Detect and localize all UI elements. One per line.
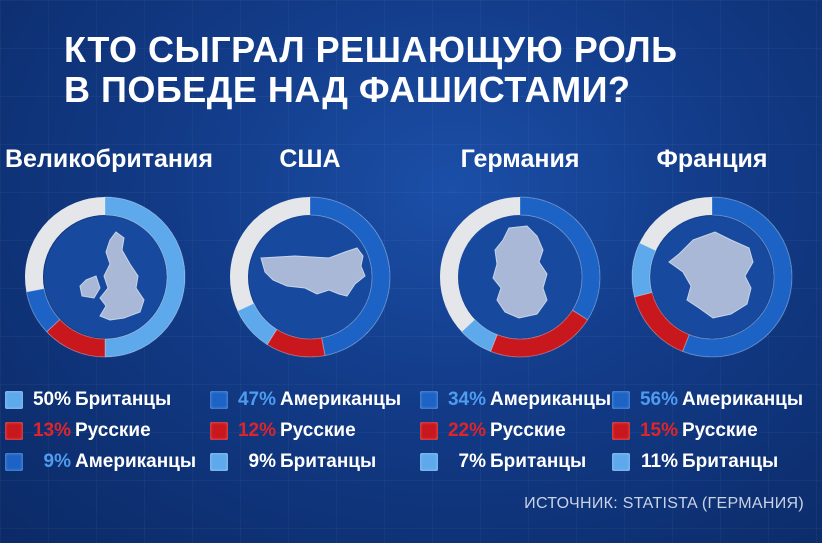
legend-percent: 12% <box>237 419 276 441</box>
legend-percent: 11% <box>641 450 678 472</box>
legend-percent: 15% <box>639 419 678 441</box>
legend-percent: 13% <box>32 419 71 441</box>
donut-slice <box>309 196 391 357</box>
legend-swatch <box>612 421 630 440</box>
legend: 47% Американцы 12% Русские 9% Британцы <box>210 384 410 477</box>
title-line-1: Кто сыграл решающую роль <box>64 29 678 70</box>
legend-swatch <box>420 452 438 471</box>
legend-swatch <box>210 452 228 471</box>
legend: 56% Американцы 15% Русские 11% Британцы <box>612 384 812 477</box>
country-label: Германия <box>460 145 580 173</box>
legend-percent: 7% <box>458 450 486 472</box>
legend-percent: 22% <box>447 419 486 441</box>
legend-item: 56% Американцы <box>612 384 812 415</box>
donut-slice <box>45 318 106 358</box>
legend-label: Британцы <box>280 450 377 472</box>
legend-item: 9% Американцы <box>5 446 205 477</box>
page-title: Кто сыграл решающую роль в победе над фа… <box>64 30 744 110</box>
legend-swatch <box>420 421 438 440</box>
legend-label: Русские <box>682 419 758 441</box>
legend-percent: 56% <box>639 388 678 410</box>
panel-usa: США 47% Американцы 12% Русские 9% Британцы <box>210 145 410 477</box>
title-line-2: в победе над фашистами? <box>64 69 631 110</box>
donut-slice <box>460 318 498 353</box>
legend-item: 7% Британцы <box>420 446 620 477</box>
legend: 50% Британцы 13% Русские 9% Американцы <box>5 384 205 477</box>
legend-item: 47% Американцы <box>210 384 410 415</box>
legend-label: Британцы <box>490 450 587 472</box>
country-label: Великобритания <box>5 145 213 173</box>
donut-slice <box>236 302 278 346</box>
legend-label: Американцы <box>280 388 402 410</box>
legend-swatch <box>420 390 438 409</box>
legend-item: 9% Британцы <box>210 446 410 477</box>
panel-germany: Германия 34% Американцы 22% Русские 7% Британц… <box>420 145 620 477</box>
legend-label: Американцы <box>75 450 197 472</box>
legend-item: 50% Британцы <box>5 384 205 415</box>
legend-label: Русские <box>280 419 356 441</box>
panel-uk: Великобритания 50% Британцы 13% Русские 9% Аме… <box>5 145 213 477</box>
legend-item: 22% Русские <box>420 415 620 446</box>
legend-item: 13% Русские <box>5 415 205 446</box>
donut-chart <box>631 196 793 358</box>
donut-chart <box>25 196 186 358</box>
donut-chart <box>230 196 391 358</box>
usa-map-icon <box>260 247 366 297</box>
donut-slice <box>25 288 61 333</box>
legend-swatch <box>612 452 630 471</box>
legend-label: Русские <box>75 419 151 441</box>
donut-slice <box>631 242 657 298</box>
germany-map-icon <box>492 225 548 319</box>
legend-swatch <box>5 421 23 440</box>
legend-percent: 47% <box>237 388 276 410</box>
legend-label: Британцы <box>682 450 779 472</box>
legend-item: 12% Русские <box>210 415 410 446</box>
legend: 34% Американцы 22% Русские 7% Британцы <box>420 384 620 477</box>
legend-label: Британцы <box>75 388 172 410</box>
legend-swatch <box>612 390 630 409</box>
source-note: ИСТОЧНИК: STATISTA (ГЕРМАНИЯ) <box>524 495 804 512</box>
panel-france: Франция 56% Американцы 15% Русские 11% Британц… <box>612 145 812 477</box>
legend-percent: 50% <box>32 388 71 410</box>
legend-label: Американцы <box>490 388 612 410</box>
legend-item: 11% Британцы <box>612 446 812 477</box>
legend-swatch <box>210 421 228 440</box>
legend-swatch <box>5 390 23 409</box>
donut-slice <box>681 196 793 358</box>
legend-label: Американцы <box>682 388 804 410</box>
country-label: США <box>279 145 341 173</box>
legend-percent: 9% <box>43 450 71 472</box>
legend-percent: 34% <box>447 388 486 410</box>
legend-swatch <box>5 452 23 471</box>
country-label: Франция <box>656 145 768 173</box>
legend-label: Русские <box>490 419 566 441</box>
france-map-icon <box>668 231 754 319</box>
donut-slice <box>104 196 186 358</box>
legend-swatch <box>210 390 228 409</box>
legend-item: 15% Русские <box>612 415 812 446</box>
uk-map-icon <box>79 231 145 321</box>
donut-chart <box>440 196 601 358</box>
legend-item: 34% Американцы <box>420 384 620 415</box>
legend-percent: 9% <box>248 450 276 472</box>
